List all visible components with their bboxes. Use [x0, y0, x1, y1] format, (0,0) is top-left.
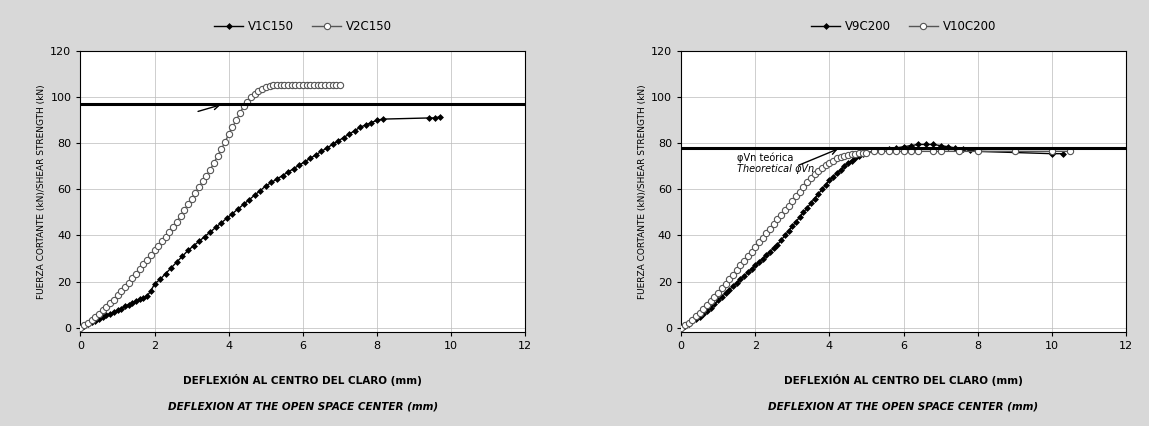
Line: V2C150: V2C150 [77, 81, 344, 331]
V2C150 [74, 325, 87, 330]
V1C150 [342, 132, 356, 137]
V2C150 [230, 118, 244, 123]
Text: DEFLEXIÓN AL CENTRO DEL CLARO (mm): DEFLEXIÓN AL CENTRO DEL CLARO (mm) [784, 374, 1023, 386]
Line: V9C200: V9C200 [679, 142, 1065, 330]
V2C150 [333, 82, 347, 87]
Text: DEFLEXIÓN AL CENTRO DEL CLARO (mm): DEFLEXIÓN AL CENTRO DEL CLARO (mm) [184, 374, 423, 386]
V1C150 [186, 243, 200, 248]
V2C150 [273, 82, 287, 87]
V1C150 [129, 299, 142, 304]
Line: V1C150: V1C150 [78, 115, 442, 330]
V9C200 [911, 142, 925, 147]
Y-axis label: FUERZA CORTANTE (kN)/SHEAR STRENGTH (kN): FUERZA CORTANTE (kN)/SHEAR STRENGTH (kN) [638, 84, 647, 299]
V10C200 [796, 184, 810, 190]
V9C200 [819, 182, 833, 187]
Legend: V9C200, V10C200: V9C200, V10C200 [811, 20, 996, 34]
Text: Theoretical φVn: Theoretical φVn [737, 164, 813, 174]
V2C150 [200, 173, 214, 178]
Text: DEFLEXION AT THE OPEN SPACE CENTER (mm): DEFLEXION AT THE OPEN SPACE CENTER (mm) [168, 401, 438, 411]
Text: DEFLEXION AT THE OPEN SPACE CENTER (mm): DEFLEXION AT THE OPEN SPACE CENTER (mm) [769, 401, 1039, 411]
V9C200 [778, 233, 792, 238]
V1C150 [74, 325, 87, 330]
V9C200 [730, 280, 743, 285]
V9C200 [674, 325, 688, 330]
V2C150 [322, 82, 336, 87]
V10C200 [1008, 149, 1021, 154]
V1C150 [433, 114, 447, 119]
Text: φVn teórica: φVn teórica [737, 153, 793, 163]
V1C150 [422, 115, 435, 121]
V9C200 [941, 144, 955, 150]
V9C200 [1056, 151, 1070, 156]
V2C150 [148, 248, 162, 253]
V10C200 [745, 249, 758, 254]
V10C200 [730, 268, 743, 273]
V1C150 [219, 216, 233, 221]
Line: V10C200: V10C200 [678, 148, 1073, 331]
V2C150 [80, 320, 94, 325]
V9C200 [815, 187, 828, 192]
V9C200 [733, 277, 747, 282]
V10C200 [674, 325, 688, 330]
V1C150 [144, 288, 157, 294]
V2C150 [267, 82, 280, 87]
Legend: V1C150, V2C150: V1C150, V2C150 [214, 20, 392, 34]
Y-axis label: FUERZA CORTANTE (kN)/SHEAR STRENGTH (kN): FUERZA CORTANTE (kN)/SHEAR STRENGTH (kN) [37, 84, 46, 299]
V10C200 [904, 149, 918, 154]
V10C200 [1064, 149, 1078, 154]
V10C200 [774, 212, 788, 217]
V10C200 [867, 149, 881, 154]
